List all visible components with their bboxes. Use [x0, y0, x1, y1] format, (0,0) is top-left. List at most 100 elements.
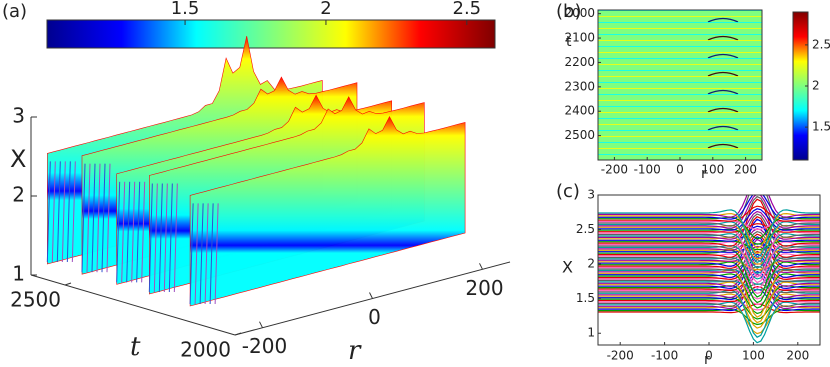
- heatmap-stripe: [598, 34, 762, 35]
- surface-oscillation: [86, 163, 91, 273]
- panel-label: (a): [2, 1, 27, 22]
- x-axis-label: r: [704, 352, 710, 367]
- r-tick: [479, 263, 483, 270]
- surface-oscillation: [209, 203, 214, 305]
- trajectory: [598, 195, 820, 238]
- surface-oscillation: [106, 163, 111, 273]
- x-tick-label: -100: [651, 349, 678, 363]
- t-tick-label: 2000: [180, 338, 231, 362]
- trajectory: [598, 245, 820, 262]
- colorbar-tick-label: 2: [320, 0, 331, 19]
- heatmap-arc: [707, 17, 739, 23]
- r-tick-label: 200: [465, 276, 503, 300]
- trajectory: [598, 195, 820, 229]
- heatmap-stripe: [598, 82, 762, 83]
- x-tick-label: 200: [734, 163, 757, 177]
- trajectory: [598, 273, 820, 310]
- trajectory: [598, 253, 820, 289]
- trajectories: [598, 195, 820, 344]
- z-axis-label: X: [10, 145, 26, 173]
- trajectory: [598, 212, 820, 249]
- r-tick: [259, 321, 263, 328]
- y-tick-label: 1: [587, 326, 595, 340]
- heatmap-stripe: [598, 76, 762, 77]
- heatmap-stripe: [598, 130, 762, 131]
- heatmap-stripe: [598, 22, 762, 23]
- heatmap-stripe: [598, 148, 762, 149]
- t-axis-label: t: [130, 332, 141, 362]
- trajectory: [598, 228, 820, 251]
- trajectory: [598, 265, 820, 283]
- trajectory: [598, 258, 820, 308]
- y-tick-label: 2100: [564, 31, 595, 45]
- surface-oscillation: [61, 161, 66, 263]
- surface-oscillation: [148, 183, 153, 293]
- surface-oscillation: [214, 203, 219, 305]
- trajectory: [598, 241, 820, 284]
- surface-oscillation: [131, 181, 136, 283]
- heatmap-stripe: [598, 118, 762, 119]
- x-tick-label: -200: [601, 163, 628, 177]
- trajectory: [598, 261, 820, 304]
- trajectory: [598, 273, 820, 309]
- surface-oscillation: [194, 203, 199, 305]
- trajectory: [598, 223, 820, 233]
- colorbar-tick-label: 2: [812, 79, 820, 93]
- heatmap-arc: [707, 125, 739, 131]
- t-tick-label: 2500: [10, 288, 61, 312]
- trajectory: [598, 195, 820, 227]
- y-tick-label: 2500: [564, 128, 595, 142]
- surface-oscillation: [199, 203, 204, 305]
- trajectory: [598, 198, 820, 247]
- heatmap-arc: [707, 143, 739, 149]
- trajectory: [598, 195, 820, 220]
- z-tick-label: 2: [12, 183, 25, 207]
- y-tick-label: 2300: [564, 79, 595, 93]
- trajectory: [598, 221, 820, 264]
- trajectory: [598, 288, 820, 312]
- heatmap-arc: [707, 107, 739, 113]
- x-tick-label: -200: [607, 349, 634, 363]
- surface-oscillation: [91, 163, 96, 273]
- surface-oscillation: [173, 183, 178, 293]
- trajectory: [598, 283, 820, 294]
- heatmap-arc: [707, 35, 739, 41]
- y-axis-label: t: [566, 34, 572, 50]
- colorbar: [46, 19, 496, 49]
- trajectory: [598, 228, 820, 245]
- surface-oscillation: [66, 161, 71, 263]
- trajectory: [598, 303, 820, 314]
- surface-oscillation: [141, 181, 146, 283]
- x-tick-label: 100: [742, 349, 765, 363]
- trajectory: [598, 238, 820, 288]
- heatmap: [598, 10, 762, 160]
- y-tick-label: 2200: [564, 55, 595, 69]
- t-tick: [234, 332, 242, 336]
- trajectory: [598, 248, 820, 272]
- surface-oscillation: [46, 161, 51, 263]
- x-tick-label: 0: [676, 163, 684, 177]
- surface-oscillation: [101, 163, 106, 273]
- r-tick: [369, 292, 373, 299]
- trajectory: [598, 208, 820, 231]
- trajectory: [598, 233, 820, 269]
- trajectory: [598, 205, 820, 222]
- heatmap-stripe: [598, 136, 762, 137]
- heatmap-stripe: [598, 112, 762, 113]
- heatmap-stripe: [598, 94, 762, 95]
- trajectory: [598, 195, 820, 218]
- surface-oscillation: [96, 163, 101, 273]
- t-tick: [64, 282, 72, 286]
- y-tick-label: 1.5: [576, 291, 595, 305]
- trajectory: [598, 256, 820, 299]
- trajectory: [598, 209, 820, 258]
- trajectory: [598, 288, 820, 306]
- trajectory: [598, 236, 820, 279]
- heatmap-arc: [707, 89, 739, 95]
- x-axis-label: r: [701, 166, 707, 182]
- y-tick-label: 2400: [564, 104, 595, 118]
- colorbar-tick-label: 1.5: [171, 0, 200, 19]
- trajectory: [598, 293, 820, 329]
